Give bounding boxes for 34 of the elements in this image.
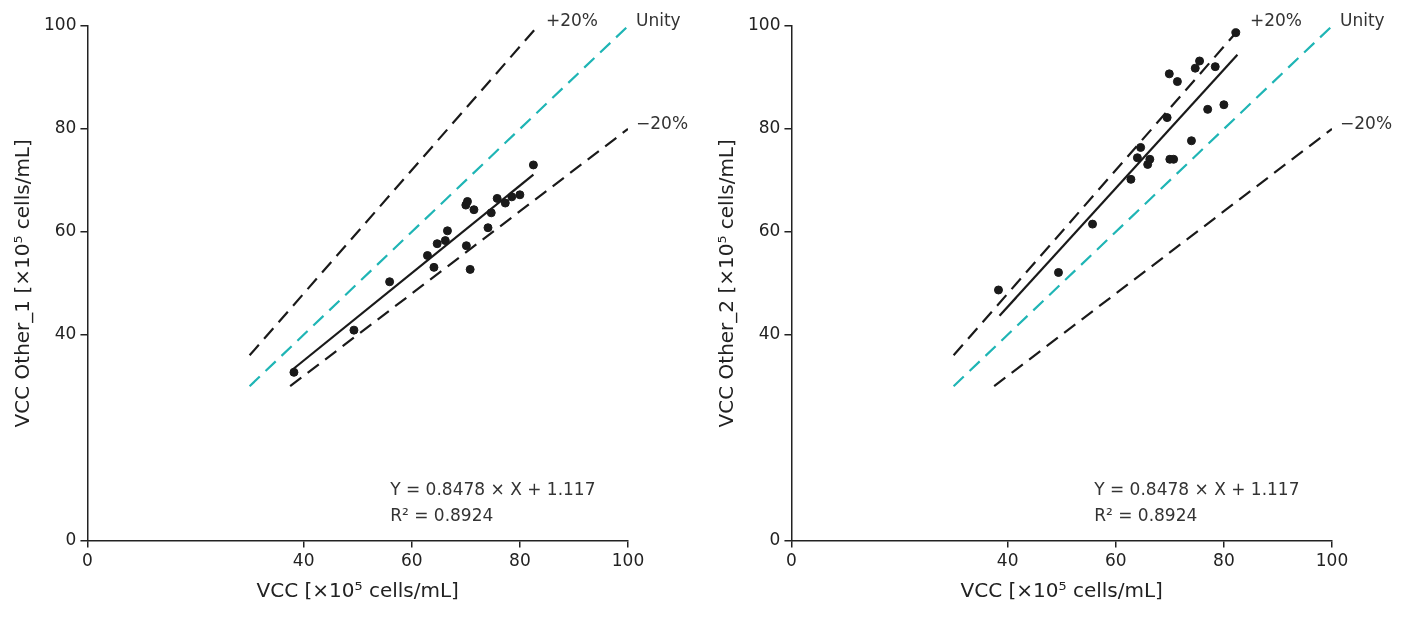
annotation: Y = 0.8478 × X + 1.117 — [389, 479, 596, 500]
y-tick-label: 100 — [747, 14, 781, 35]
x-tick-label: 0 — [786, 550, 797, 571]
x-tick-label: 100 — [611, 550, 645, 571]
series-label: −20% — [1340, 113, 1393, 134]
x-tick-label: 60 — [400, 550, 423, 571]
x-tick-label: 60 — [1104, 550, 1127, 571]
x-tick-label: 80 — [509, 550, 531, 571]
series-label: −20% — [636, 113, 689, 134]
y-axis-title: VCC Other_1 [×10⁵ cells/mL] — [10, 139, 35, 428]
x-tick-label: 80 — [1213, 550, 1235, 571]
y-tick-label: 40 — [54, 323, 77, 344]
y-tick-label: 60 — [54, 220, 77, 241]
y-tick-label: 0 — [65, 529, 77, 550]
series-label: +20% — [545, 10, 598, 31]
y-tick-label: 80 — [758, 117, 781, 138]
y-tick-label: 0 — [769, 529, 781, 550]
x-tick-label: 40 — [996, 550, 1019, 571]
annotation: R² = 0.8924 — [390, 505, 494, 526]
series-label: Unity — [1340, 10, 1385, 31]
y-tick-label: 100 — [43, 14, 77, 35]
series-label: Unity — [636, 10, 681, 31]
x-axis-title: VCC [×10⁵ cells/mL] — [960, 578, 1163, 603]
x-tick-label: 100 — [1315, 550, 1349, 571]
annotation: Y = 0.8478 × X + 1.117 — [1093, 479, 1300, 500]
x-axis-title: VCC [×10⁵ cells/mL] — [256, 578, 459, 603]
y-tick-label: 60 — [758, 220, 781, 241]
y-tick-label: 40 — [758, 323, 781, 344]
x-tick-label: 0 — [82, 550, 93, 571]
y-axis-title: VCC Other_2 [×10⁵ cells/mL] — [714, 139, 739, 428]
y-tick-label: 80 — [54, 117, 77, 138]
series-label: +20% — [1249, 10, 1302, 31]
x-tick-label: 40 — [292, 550, 315, 571]
annotation: R² = 0.8924 — [1094, 505, 1198, 526]
